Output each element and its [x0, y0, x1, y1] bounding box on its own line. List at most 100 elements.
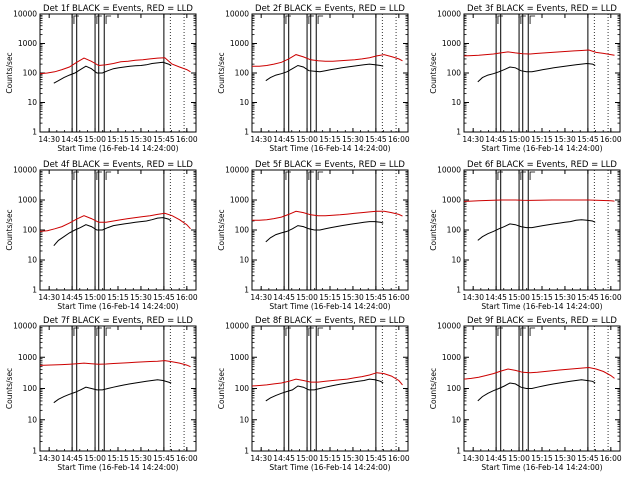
y-tick-label: 100 [235, 69, 250, 78]
x-tick-label: 15:15 [107, 293, 129, 302]
x-tick-label: 15:45 [577, 454, 599, 463]
flag-mark [520, 15, 526, 24]
flag-mark [308, 15, 314, 24]
y-tick-label: 10 [239, 415, 249, 424]
panel-7: Det 7f BLACK = Events, RED = LLD 1 10 100 10… [5, 316, 198, 472]
y-tick-label: 1000 [18, 196, 37, 205]
plot-frame [39, 13, 197, 133]
y-tick-label: 1 [32, 447, 37, 456]
x-tick-label: 14:45 [485, 454, 507, 463]
y-tick-label: 1 [244, 128, 249, 137]
y-tick-label: 1000 [442, 196, 461, 205]
events-series-line [53, 379, 172, 404]
x-tick-label: 15:45 [153, 135, 175, 144]
y-tick-label: 1 [244, 447, 249, 456]
x-tick-label: 16:00 [176, 454, 198, 463]
x-tick-label: 14:30 [38, 135, 60, 144]
y-tick-label: 10000 [225, 166, 249, 175]
y-tick-label: 1 [32, 128, 37, 137]
panel-title: Det 7f BLACK = Events, RED = LLD [43, 316, 193, 326]
x-tick-label: 15:00 [296, 135, 318, 144]
flag-mark [529, 171, 536, 180]
x-tick-label: 14:30 [462, 293, 484, 302]
y-tick-label: 100 [235, 384, 250, 393]
x-tick-label: 16:00 [176, 135, 198, 144]
panel-1: Det 1f BLACK = Events, RED = LLD 1 10 100 10… [5, 4, 198, 153]
x-tick-label: 14:30 [250, 454, 272, 463]
lld-series-line [39, 360, 191, 368]
x-tick-label: 16:00 [600, 293, 622, 302]
flag-mark [285, 15, 291, 24]
panel-title: Det 1f BLACK = Events, RED = LLD [43, 4, 193, 14]
flag-mark [497, 327, 503, 336]
y-tick-label: 10000 [225, 10, 249, 19]
y-axis-label: Counts/sec [5, 368, 14, 409]
x-tick-label: 16:00 [388, 135, 410, 144]
y-tick-label: 100 [447, 69, 462, 78]
y-tick-label: 1 [456, 128, 461, 137]
x-tick-label: 15:45 [153, 293, 175, 302]
y-tick-label: 1000 [230, 196, 249, 205]
events-series-line [265, 63, 384, 82]
flag-mark [285, 327, 291, 336]
y-tick-label: 10000 [225, 322, 249, 331]
x-tick-label: 15:00 [508, 293, 530, 302]
flag-mark [529, 15, 536, 24]
panel-4: Det 4f BLACK = Events, RED = LLD 1 10 100 10… [5, 160, 198, 311]
x-tick-label: 14:45 [273, 293, 295, 302]
x-tick-label: 14:30 [462, 454, 484, 463]
y-tick-label: 10 [239, 256, 249, 265]
panel-title: Det 3f BLACK = Events, RED = LLD [467, 4, 617, 14]
flag-mark [497, 171, 503, 180]
flag-mark [105, 15, 112, 24]
x-tick-label: 15:00 [296, 454, 318, 463]
y-tick-label: 1000 [18, 353, 37, 362]
y-tick-label: 10 [451, 256, 461, 265]
x-tick-label: 15:00 [84, 454, 106, 463]
flag-mark [96, 15, 102, 24]
x-tick-label: 14:45 [61, 454, 83, 463]
y-tick-label: 1000 [230, 353, 249, 362]
y-tick-label: 100 [23, 226, 38, 235]
x-tick-label: 15:45 [577, 135, 599, 144]
flag-mark [96, 171, 102, 180]
y-tick-label: 100 [23, 69, 38, 78]
plot-frame [39, 325, 197, 452]
y-tick-label: 1000 [230, 39, 249, 48]
panel-title: Det 8f BLACK = Events, RED = LLD [255, 316, 405, 326]
panel-title: Det 4f BLACK = Events, RED = LLD [43, 160, 193, 170]
x-axis-label: Start Time (16-Feb-14 14:24:00) [269, 302, 390, 311]
flag-mark [520, 171, 526, 180]
panel-5: Det 5f BLACK = Events, RED = LLD 1 10 100 10… [217, 160, 410, 311]
y-tick-label: 1 [244, 286, 249, 295]
y-tick-label: 10 [451, 415, 461, 424]
x-tick-label: 15:15 [319, 293, 341, 302]
x-axis-label: Start Time (16-Feb-14 14:24:00) [481, 302, 602, 311]
x-tick-label: 16:00 [388, 293, 410, 302]
plot-frame [463, 13, 621, 133]
x-tick-label: 15:45 [153, 454, 175, 463]
x-tick-label: 14:45 [485, 135, 507, 144]
y-tick-label: 100 [447, 226, 462, 235]
x-tick-label: 16:00 [600, 135, 622, 144]
panel-title: Det 9f BLACK = Events, RED = LLD [467, 316, 617, 326]
events-series-line [53, 217, 172, 247]
x-tick-label: 15:15 [107, 454, 129, 463]
x-axis-label: Start Time (16-Feb-14 14:24:00) [57, 302, 178, 311]
flag-mark [73, 15, 79, 24]
plot-frame [39, 169, 197, 291]
x-tick-label: 15:45 [365, 293, 387, 302]
flag-mark [317, 15, 324, 24]
events-series-line [265, 221, 384, 243]
x-tick-label: 15:30 [554, 293, 576, 302]
y-tick-label: 10000 [437, 166, 461, 175]
lld-series-line [39, 57, 191, 75]
x-tick-label: 15:30 [342, 135, 364, 144]
y-tick-label: 1 [456, 286, 461, 295]
panel-title: Det 6f BLACK = Events, RED = LLD [467, 160, 617, 170]
x-tick-label: 15:00 [296, 293, 318, 302]
flag-mark [105, 327, 112, 336]
y-tick-label: 100 [235, 226, 250, 235]
flag-mark [308, 171, 314, 180]
